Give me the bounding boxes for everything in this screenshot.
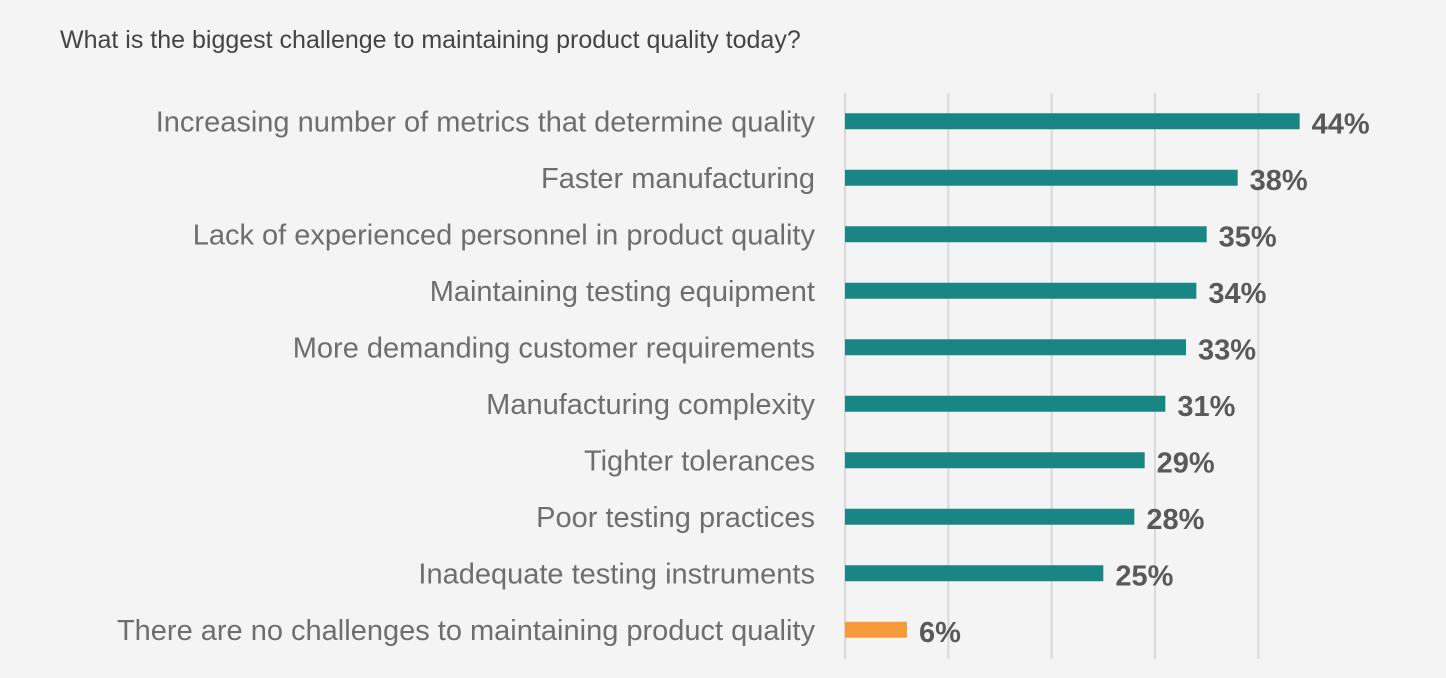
category-label: Increasing number of metrics that determ… xyxy=(156,106,816,138)
category-label: Lack of experienced personnel in product… xyxy=(193,219,816,251)
category-label: Inadequate testing instruments xyxy=(418,558,815,590)
gridlines xyxy=(947,93,1260,659)
bar xyxy=(845,395,1166,412)
category-label: Faster manufacturing xyxy=(541,163,815,195)
bar xyxy=(845,169,1238,186)
bar xyxy=(845,282,1197,299)
value-label: 38% xyxy=(1250,165,1308,197)
chart-title: What is the biggest challenge to maintai… xyxy=(60,26,801,54)
value-label: 25% xyxy=(1115,560,1173,592)
bar xyxy=(845,113,1300,130)
category-label: More demanding customer requirements xyxy=(293,332,815,364)
value-label: 31% xyxy=(1177,391,1235,423)
value-label: 28% xyxy=(1146,504,1204,536)
category-label: Manufacturing complexity xyxy=(486,389,815,421)
bar xyxy=(845,508,1135,525)
value-label: 33% xyxy=(1198,334,1256,366)
bars xyxy=(845,113,1300,638)
category-label: Tighter tolerances xyxy=(584,445,815,477)
category-label: Maintaining testing equipment xyxy=(430,276,815,308)
value-label: 29% xyxy=(1157,447,1215,479)
category-labels: Increasing number of metrics that determ… xyxy=(117,106,816,647)
value-label: 35% xyxy=(1219,221,1277,253)
bar xyxy=(845,226,1207,243)
bar xyxy=(845,452,1145,469)
category-label: Poor testing practices xyxy=(536,502,815,534)
value-labels: 44%38% 35% 34% 33% 31% 29% 28% 25% 6% xyxy=(919,108,1370,649)
category-label: There are no challenges to maintaining p… xyxy=(117,615,816,647)
bar xyxy=(845,565,1104,582)
value-label: 6% xyxy=(919,617,961,649)
value-label: 44% xyxy=(1312,108,1370,140)
bar xyxy=(845,339,1186,356)
bar xyxy=(845,621,907,638)
value-label: 34% xyxy=(1208,278,1266,310)
